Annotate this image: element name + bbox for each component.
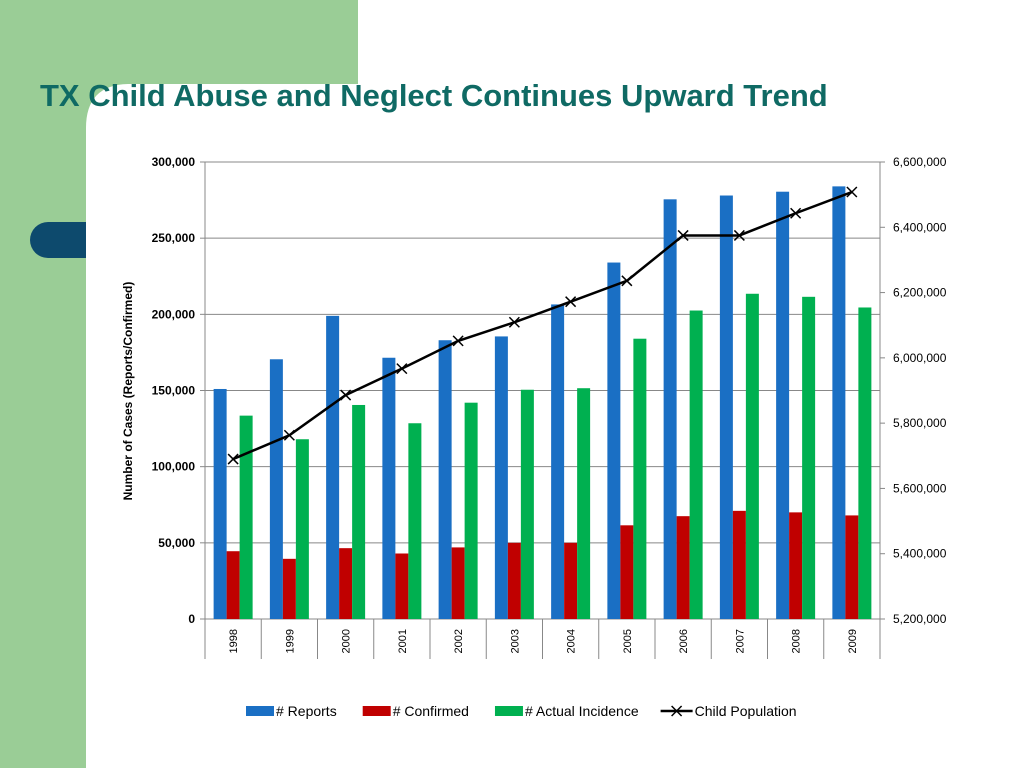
- data-point: [565, 296, 577, 308]
- sidebar-bar: [0, 0, 86, 768]
- accent-tab-shape: [30, 222, 86, 258]
- bar: [577, 388, 591, 619]
- bar: [239, 415, 253, 619]
- x-tick-label: 2009: [847, 629, 859, 653]
- bar: [745, 293, 759, 619]
- bar: [451, 547, 465, 619]
- y-tick-label: 50,000: [158, 536, 195, 550]
- panel-corner: [86, 84, 130, 128]
- x-tick-label: 2003: [509, 629, 521, 653]
- data-point: [846, 186, 858, 198]
- bar: [282, 558, 296, 619]
- y-tick-label: 200,000: [152, 307, 196, 321]
- legend-marker: [671, 705, 683, 717]
- x-tick-label: 2004: [566, 629, 578, 653]
- y-tick-label: 300,000: [152, 155, 196, 169]
- legend-label: # Actual Incidence: [525, 703, 639, 719]
- bar: [564, 542, 578, 619]
- y-tick-label: 0: [188, 612, 195, 626]
- bar: [689, 310, 703, 619]
- bar: [382, 357, 396, 619]
- bar: [832, 186, 846, 619]
- data-point: [733, 229, 745, 241]
- x-tick-label: 2002: [453, 629, 465, 653]
- x-tick-label: 2006: [678, 629, 690, 653]
- bar: [494, 336, 508, 619]
- bar: [607, 262, 621, 619]
- data-point: [227, 453, 239, 465]
- y2-tick-label: 5,200,000: [893, 612, 947, 626]
- y-tick-label: 250,000: [152, 231, 196, 245]
- bar: [326, 315, 340, 619]
- data-point: [396, 363, 408, 375]
- bar: [719, 195, 733, 619]
- bar: [395, 553, 409, 619]
- bar: [408, 423, 422, 619]
- legend-swatch: [362, 706, 391, 716]
- data-point: [452, 335, 464, 347]
- bar: [507, 542, 521, 619]
- data-point: [340, 389, 352, 401]
- bar: [676, 516, 690, 619]
- bar: [520, 389, 534, 619]
- bar: [845, 515, 859, 619]
- bar: [802, 296, 816, 619]
- data-point: [621, 275, 633, 287]
- bar: [352, 404, 366, 619]
- y-axis-title: Number of Cases (Reports/Confirmed): [121, 282, 135, 501]
- bar: [269, 359, 283, 619]
- y2-tick-label: 6,400,000: [893, 220, 947, 234]
- bar: [464, 402, 478, 619]
- x-tick-label: 2005: [622, 629, 634, 653]
- y2-tick-label: 5,800,000: [893, 416, 947, 430]
- y-tick-label: 150,000: [152, 384, 196, 398]
- bar: [732, 510, 746, 619]
- x-tick-label: 2007: [734, 629, 746, 653]
- slide-title: TX Child Abuse and Neglect Continues Upw…: [40, 78, 828, 113]
- bar: [339, 548, 353, 619]
- bar: [633, 338, 647, 619]
- data-point: [677, 229, 689, 241]
- data-point: [283, 429, 295, 441]
- y2-tick-label: 5,400,000: [893, 547, 947, 561]
- bar: [620, 525, 634, 619]
- bar: [438, 340, 452, 619]
- bar: [776, 191, 790, 619]
- x-tick-label: 1999: [284, 629, 296, 653]
- x-tick-label: 1998: [228, 629, 240, 653]
- bar: [858, 307, 872, 619]
- bar: [226, 551, 240, 619]
- y2-tick-label: 6,200,000: [893, 286, 947, 300]
- x-tick-label: 2001: [397, 629, 409, 653]
- bar: [213, 388, 227, 619]
- legend-label: Child Population: [695, 703, 797, 719]
- legend-label: # Reports: [276, 703, 337, 719]
- y2-tick-label: 6,000,000: [893, 351, 947, 365]
- top-band: [86, 0, 358, 84]
- x-tick-label: 2000: [341, 629, 353, 653]
- legend-swatch: [494, 706, 523, 716]
- legend-swatch: [246, 706, 274, 716]
- x-tick-label: 2008: [791, 629, 803, 653]
- bar: [295, 439, 309, 619]
- bar: [789, 512, 803, 619]
- y2-tick-label: 5,600,000: [893, 481, 947, 495]
- y2-tick-label: 6,600,000: [893, 155, 947, 169]
- series-line: [232, 190, 853, 461]
- data-point: [790, 207, 802, 219]
- y-tick-label: 100,000: [152, 460, 196, 474]
- bar: [551, 304, 565, 619]
- bar: [663, 199, 677, 620]
- legend-label: # Confirmed: [393, 703, 469, 719]
- data-point: [508, 316, 520, 328]
